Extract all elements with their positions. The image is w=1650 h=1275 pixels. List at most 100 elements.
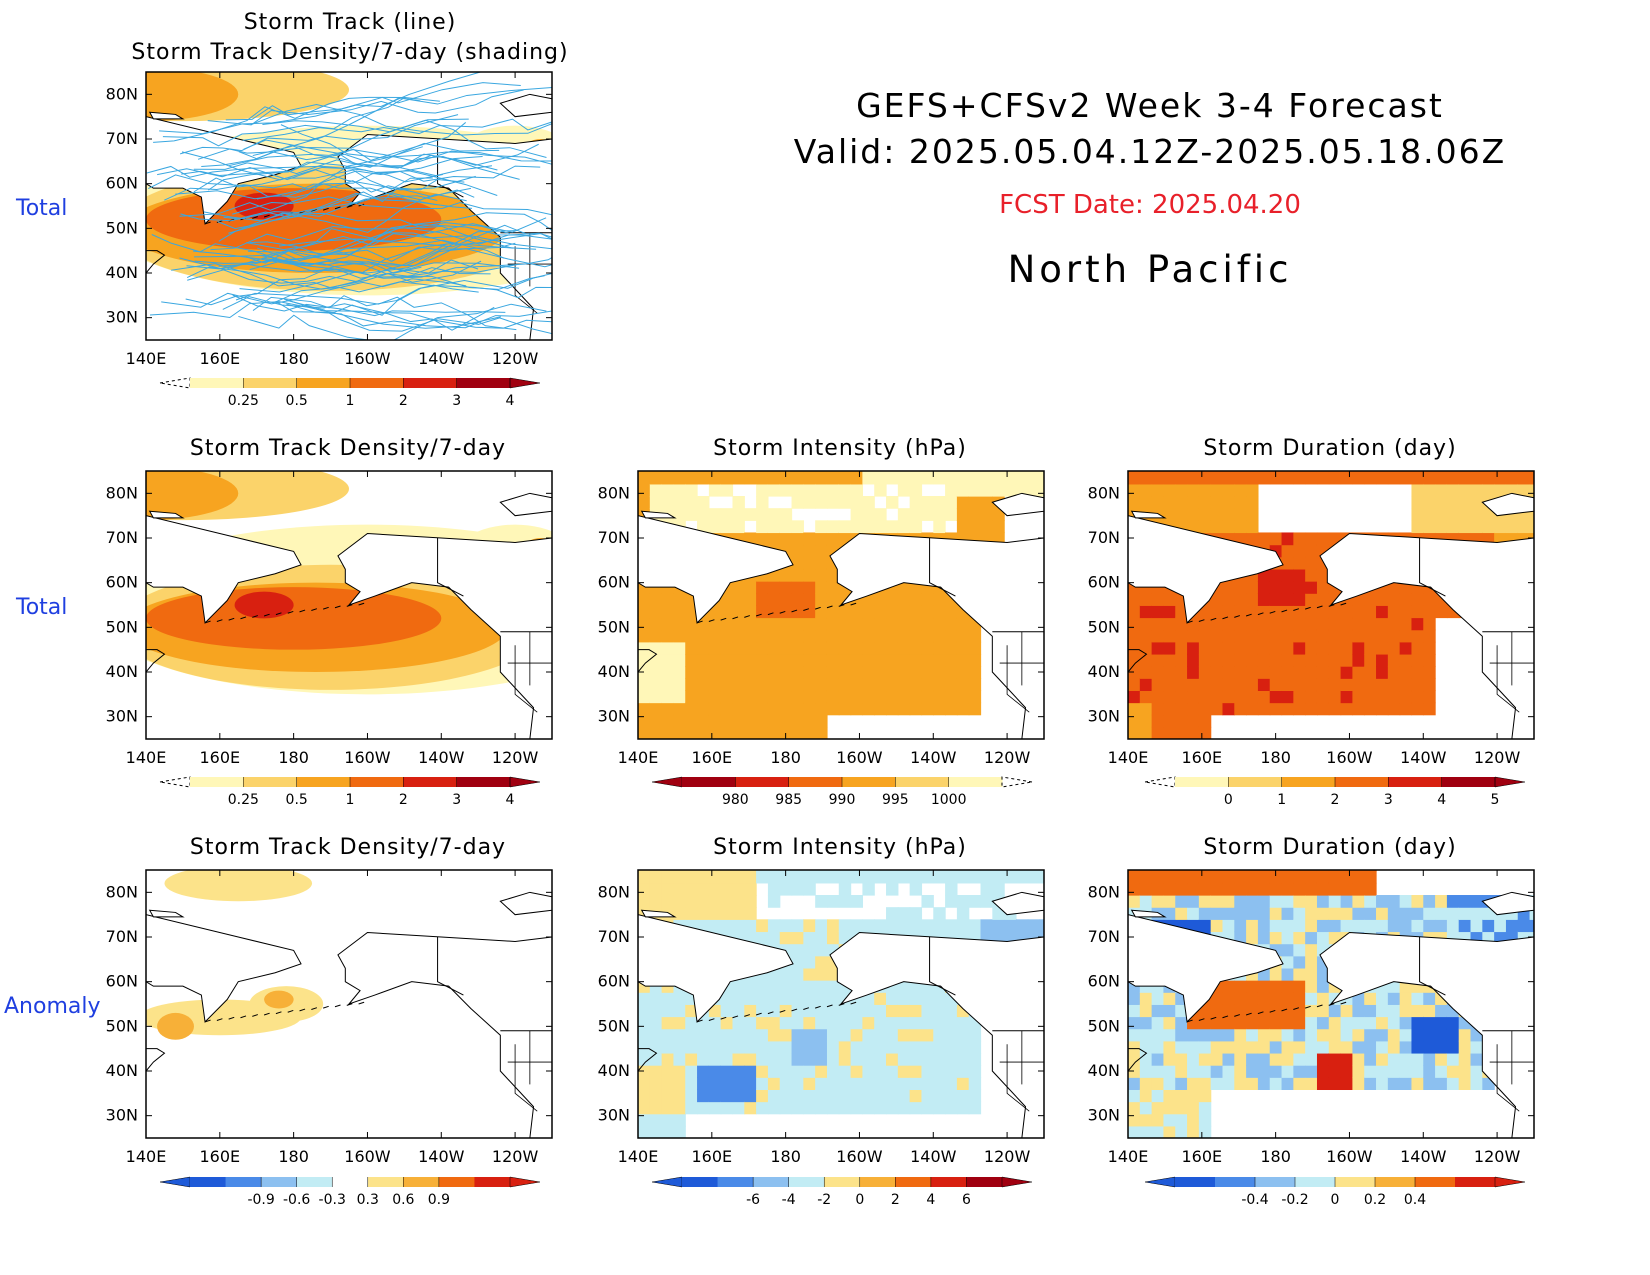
lat-tick-label: 40N xyxy=(1088,662,1120,681)
lat-tick-label: 80N xyxy=(106,882,138,901)
lon-tick-label: 160E xyxy=(199,1147,240,1166)
colorbar-tick-label: 3 xyxy=(452,792,461,808)
lat-tick-label: 50N xyxy=(106,617,138,636)
lat-tick-label: 60N xyxy=(598,573,630,592)
lat-tick-label: 80N xyxy=(1088,483,1120,502)
lat-tick-label: 80N xyxy=(598,483,630,502)
colorbar-tick-label: 980 xyxy=(722,792,749,808)
lon-tick-label: 140E xyxy=(126,349,167,368)
row-label-total: Total xyxy=(16,595,68,620)
colorbar-anomaly-duration: -0.4 -0.2 0 0.2 0.4 xyxy=(1144,1176,1526,1208)
lat-tick-label: 70N xyxy=(598,528,630,547)
lat-tick-label: 80N xyxy=(106,483,138,502)
colorbar-tick-label: -0.9 xyxy=(247,1192,274,1208)
lon-tick-label: 160W xyxy=(1326,748,1373,767)
colorbar-anomaly-intensity: -6 -4 -2 0 2 4 6 xyxy=(651,1176,1033,1208)
colorbar-total-duration: 0 1 2 3 4 5 xyxy=(1144,776,1526,808)
panel-anomaly-intensity-title: Storm Intensity (hPa) xyxy=(713,835,967,860)
colorbar-tick-label: -0.4 xyxy=(1241,1192,1268,1208)
colorbar-tick-label: 4 xyxy=(506,792,515,808)
colorbar-tick-label: 0.4 xyxy=(1404,1192,1426,1208)
total-intensity-map: 80N 70N 60N 50N 40N 30N 140E 160E 180 160W 140W 120… xyxy=(598,470,1045,767)
lon-tick-label: 160W xyxy=(344,349,391,368)
colorbar-tick-label: 990 xyxy=(829,792,856,808)
lat-tick-label: 30N xyxy=(598,707,630,726)
lon-tick-label: 140E xyxy=(618,1147,659,1166)
lon-tick-label: 140E xyxy=(1108,748,1149,767)
colorbar-tick-label: 2 xyxy=(1331,792,1340,808)
lon-tick-label: 180 xyxy=(278,349,309,368)
lat-tick-label: 40N xyxy=(1088,1061,1120,1080)
lat-tick-label: 40N xyxy=(106,263,138,282)
colorbar-tick-label: 0.5 xyxy=(286,792,308,808)
colorbar-total-density: 0.25 0.5 1 2 3 4 xyxy=(159,776,541,808)
lat-tick-label: 40N xyxy=(598,662,630,681)
colorbar-tick-label: 2 xyxy=(891,1192,900,1208)
lat-tick-label: 80N xyxy=(1088,882,1120,901)
lat-tick-label: 30N xyxy=(1088,1106,1120,1125)
colorbar-tick-label: 3 xyxy=(1384,792,1393,808)
panel-total-density-title: Storm Track Density/7-day xyxy=(189,436,507,461)
colorbar-tick-label: 0.25 xyxy=(228,792,259,808)
lat-tick-label: 30N xyxy=(598,1106,630,1125)
lon-tick-label: 140W xyxy=(910,1147,957,1166)
colorbar-tick-label: 6 xyxy=(962,1192,971,1208)
colorbar-tick-label: 0.9 xyxy=(428,1192,450,1208)
valid-period: Valid: 2025.05.04.12Z-2025.05.18.06Z xyxy=(793,132,1507,171)
colorbar-tick-label: 5 xyxy=(1491,792,1500,808)
lat-tick-label: 30N xyxy=(106,707,138,726)
lon-tick-label: 140E xyxy=(126,748,167,767)
anomaly-duration-map: 80N 70N 60N 50N 40N 30N 140E 160E 180 160W 140W 120… xyxy=(1088,869,1535,1166)
lon-tick-label: 160E xyxy=(1181,1147,1222,1166)
lat-tick-label: 30N xyxy=(106,308,138,327)
lon-tick-label: 180 xyxy=(770,1147,801,1166)
figure-title: GEFS+CFSv2 Week 3-4 Forecast xyxy=(856,86,1444,125)
lat-tick-label: 50N xyxy=(106,1016,138,1035)
lon-tick-label: 120W xyxy=(1474,1147,1521,1166)
lon-tick-label: 160E xyxy=(199,748,240,767)
colorbar-tick-label: 1 xyxy=(346,393,355,409)
colorbar-tick-label: -0.2 xyxy=(1281,1192,1308,1208)
colorbar-tick-label: 0.3 xyxy=(357,1192,379,1208)
lon-tick-label: 140W xyxy=(418,349,465,368)
row-label-top: Total xyxy=(16,196,68,221)
forecast-date: FCST Date: 2025.04.20 xyxy=(999,190,1301,220)
lat-tick-label: 30N xyxy=(106,1106,138,1125)
anomaly-intensity-map: 80N 70N 60N 50N 40N 30N 140E 160E 180 160W 140W 120… xyxy=(598,869,1045,1166)
panel-anomaly-density-title: Storm Track Density/7-day xyxy=(189,835,507,860)
colorbar-tick-label: -4 xyxy=(782,1192,796,1208)
colorbar-tick-label: 995 xyxy=(882,792,909,808)
lat-tick-label: 60N xyxy=(106,174,138,193)
panel-anomaly-duration-title: Storm Duration (day) xyxy=(1203,835,1457,860)
colorbar-tick-label: 0 xyxy=(1224,792,1233,808)
colorbar-total-intensity: 980 985 990 995 1000 xyxy=(651,776,1033,808)
colorbar-tick-label: 4 xyxy=(1437,792,1446,808)
lon-tick-label: 120W xyxy=(492,349,539,368)
lat-tick-label: 70N xyxy=(1088,927,1120,946)
lon-tick-label: 120W xyxy=(984,1147,1031,1166)
panel-top-title-line1: Storm Track (line) xyxy=(243,10,457,35)
lat-tick-label: 50N xyxy=(1088,1016,1120,1035)
lon-tick-label: 140W xyxy=(1400,1147,1447,1166)
lat-tick-label: 70N xyxy=(106,129,138,148)
lon-tick-label: 140W xyxy=(1400,748,1447,767)
total-duration-map: 80N 70N 60N 50N 40N 30N 140E 160E 180 160W 140W 120… xyxy=(1088,470,1535,767)
lat-tick-label: 50N xyxy=(598,617,630,636)
lon-tick-label: 160E xyxy=(1181,748,1222,767)
panel-total-duration-title: Storm Duration (day) xyxy=(1203,436,1457,461)
lon-tick-label: 180 xyxy=(770,748,801,767)
lat-tick-label: 30N xyxy=(1088,707,1120,726)
lon-tick-label: 180 xyxy=(278,1147,309,1166)
colorbar-top-density: 0.25 0.5 1 2 3 4 xyxy=(159,377,541,409)
storm-track-map: 80N 70N 60N 50N 40N 30N 140E 160E 180 160W 140W 120… xyxy=(106,71,553,368)
lat-tick-label: 60N xyxy=(106,573,138,592)
lon-tick-label: 140E xyxy=(618,748,659,767)
lat-tick-label: 50N xyxy=(106,218,138,237)
colorbar-tick-label: 0.2 xyxy=(1364,1192,1386,1208)
lon-tick-label: 140W xyxy=(910,748,957,767)
colorbar-tick-label: 0.6 xyxy=(392,1192,414,1208)
total-density-map: 80N 70N 60N 50N 40N 30N 140E 160E 180 160W 140W 120… xyxy=(106,470,553,767)
lat-tick-label: 40N xyxy=(598,1061,630,1080)
lon-tick-label: 120W xyxy=(1474,748,1521,767)
lat-tick-label: 40N xyxy=(106,1061,138,1080)
